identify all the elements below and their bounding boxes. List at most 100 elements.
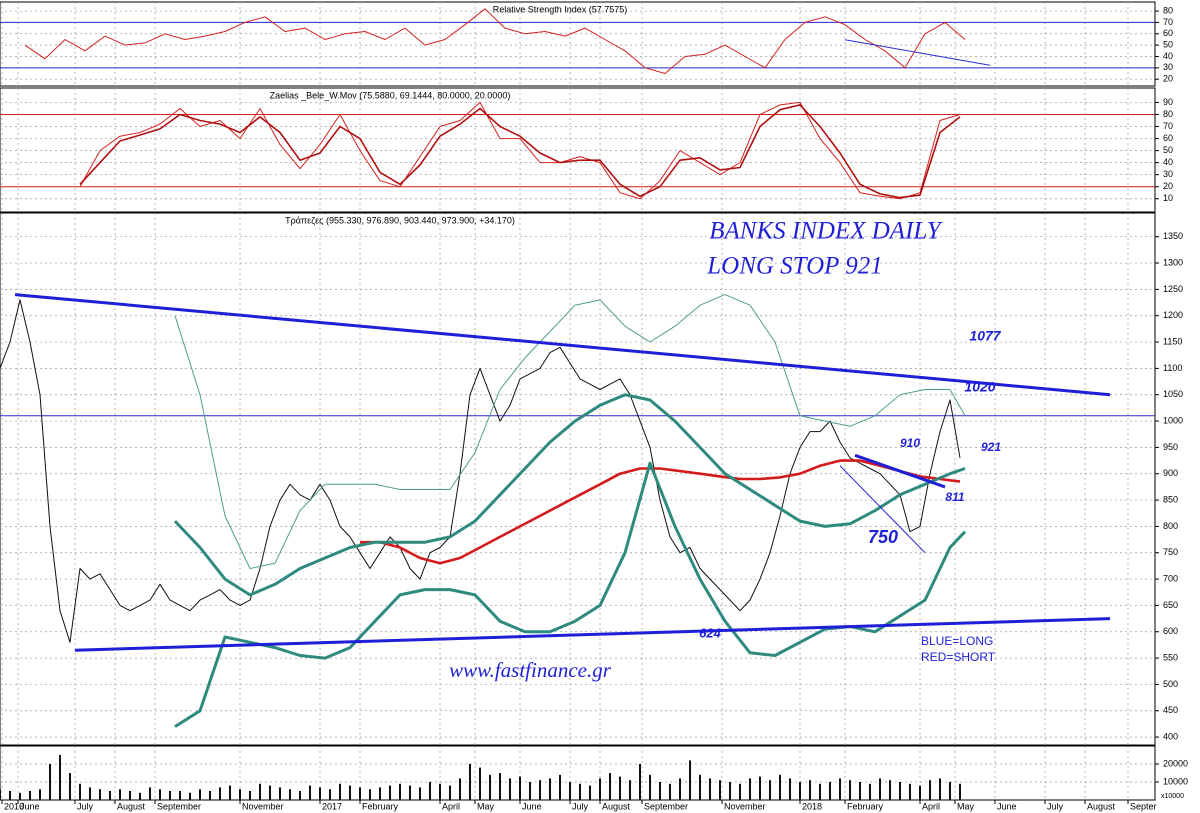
- volume-bar: [379, 787, 381, 800]
- y-tick-label: 1300: [1163, 257, 1183, 267]
- y-tick-label: 70: [1163, 121, 1173, 131]
- panel-frame: [0, 87, 1156, 213]
- annotation: BLUE=LONG: [921, 634, 993, 648]
- x-tick-label: 2018: [802, 801, 822, 811]
- volume-bar: [909, 783, 911, 800]
- volume-bar: [219, 787, 221, 800]
- y-tick-label: 700: [1163, 573, 1178, 583]
- y-tick-label: 1150: [1163, 336, 1182, 346]
- volume-bar: [869, 783, 871, 800]
- y-tick-label: 600: [1163, 626, 1178, 636]
- volume-bar: [409, 785, 411, 800]
- x-tick-label: August: [1087, 801, 1116, 811]
- volume-bar: [579, 783, 581, 800]
- volume-bar: [19, 792, 21, 800]
- volume-bar: [279, 787, 281, 800]
- x-tick-label: November: [724, 801, 766, 811]
- panel-frame: [0, 745, 1156, 801]
- y-tick-label: 80: [1163, 5, 1173, 15]
- volume-bar: [589, 785, 591, 800]
- volume-bar: [89, 787, 91, 800]
- annotation: 910: [900, 436, 920, 450]
- annotation: LONG STOP 921: [706, 253, 883, 280]
- volume-bar: [229, 785, 231, 800]
- volume-bar: [699, 774, 701, 800]
- x-tick-label: August: [602, 801, 631, 811]
- x-tick-label: June: [20, 801, 40, 811]
- y-tick-label: 50: [1163, 40, 1173, 50]
- volume-bar: [199, 789, 201, 800]
- volume-bar: [269, 785, 271, 800]
- volume-bar: [749, 778, 751, 800]
- volume-bar: [479, 767, 481, 800]
- volume-bar: [49, 764, 51, 800]
- volume-bar: [319, 787, 321, 800]
- y-tick-label: 20: [1163, 181, 1173, 191]
- x-tick-label: 2017: [322, 801, 342, 811]
- x-tick-label: May: [957, 801, 975, 811]
- y-tick-label: 1050: [1163, 389, 1183, 399]
- trend-line: [854, 453, 946, 489]
- volume-bar: [549, 778, 551, 800]
- x-tick-label: 2016: [4, 801, 24, 811]
- series-line: [24, 8, 966, 74]
- volume-bar: [859, 782, 861, 800]
- x-tick-label: Septer: [1130, 801, 1157, 811]
- volume-bar: [129, 791, 131, 800]
- volume-bar: [679, 778, 681, 800]
- volume-bar: [559, 774, 561, 800]
- volume-bar: [839, 778, 841, 800]
- y-tick-label: 40: [1163, 157, 1173, 167]
- volume-bar: [919, 785, 921, 800]
- volume-bar: [309, 785, 311, 800]
- x-tick-label: November: [242, 801, 284, 811]
- volume-bar: [779, 774, 781, 800]
- volume-bar: [399, 783, 401, 800]
- y-tick-label: 20000: [1163, 758, 1188, 768]
- volume-bar: [509, 778, 511, 800]
- panel-title: Relative Strength Index (57.7575): [493, 4, 628, 14]
- volume-bar: [829, 782, 831, 800]
- y-tick-label: 40: [1163, 51, 1173, 61]
- volume-bar: [719, 780, 721, 800]
- annotation: 750: [868, 527, 898, 547]
- volume-bar: [389, 785, 391, 800]
- volume-bar: [709, 778, 711, 800]
- x-tick-label: September: [644, 801, 688, 811]
- x-tick-label: July: [1047, 801, 1064, 811]
- x-tick-label: June: [997, 801, 1017, 811]
- volume-bar: [109, 791, 111, 800]
- y-tick-label: 30: [1163, 62, 1173, 72]
- y-tick-label: 70: [1163, 17, 1173, 27]
- y-tick-label: 1100: [1163, 363, 1182, 373]
- volume-bar: [419, 787, 421, 800]
- volume-bar: [449, 785, 451, 800]
- annotation: 921: [981, 440, 1001, 454]
- volume-bar: [539, 780, 541, 800]
- volume-bar: [339, 783, 341, 800]
- volume-bar: [739, 783, 741, 800]
- annotation: 624: [699, 625, 721, 640]
- y-tick-label: 80: [1163, 109, 1173, 119]
- volume-bar: [369, 789, 371, 800]
- volume-bar: [529, 782, 531, 800]
- volume-bar: [149, 787, 151, 800]
- x-tick-label: July: [77, 801, 94, 811]
- panel-frame: [0, 212, 1156, 746]
- trend-line: [14, 293, 1111, 397]
- y-tick-label: 20: [1163, 74, 1173, 84]
- unit-label: x10000: [1161, 793, 1184, 800]
- volume-bar: [259, 783, 261, 800]
- series-line: [0, 299, 961, 643]
- volume-bar: [59, 755, 61, 800]
- volume-bar: [249, 791, 251, 800]
- y-tick-label: 50: [1163, 145, 1173, 155]
- series-line: [174, 294, 966, 569]
- volume-bar: [29, 791, 31, 800]
- x-tick-label: April: [922, 801, 940, 811]
- y-tick-label: 950: [1163, 442, 1178, 452]
- volume-bar: [299, 791, 301, 800]
- annotation: 1077: [969, 328, 1001, 344]
- volume-bar: [329, 789, 331, 800]
- volume-bar: [79, 783, 81, 800]
